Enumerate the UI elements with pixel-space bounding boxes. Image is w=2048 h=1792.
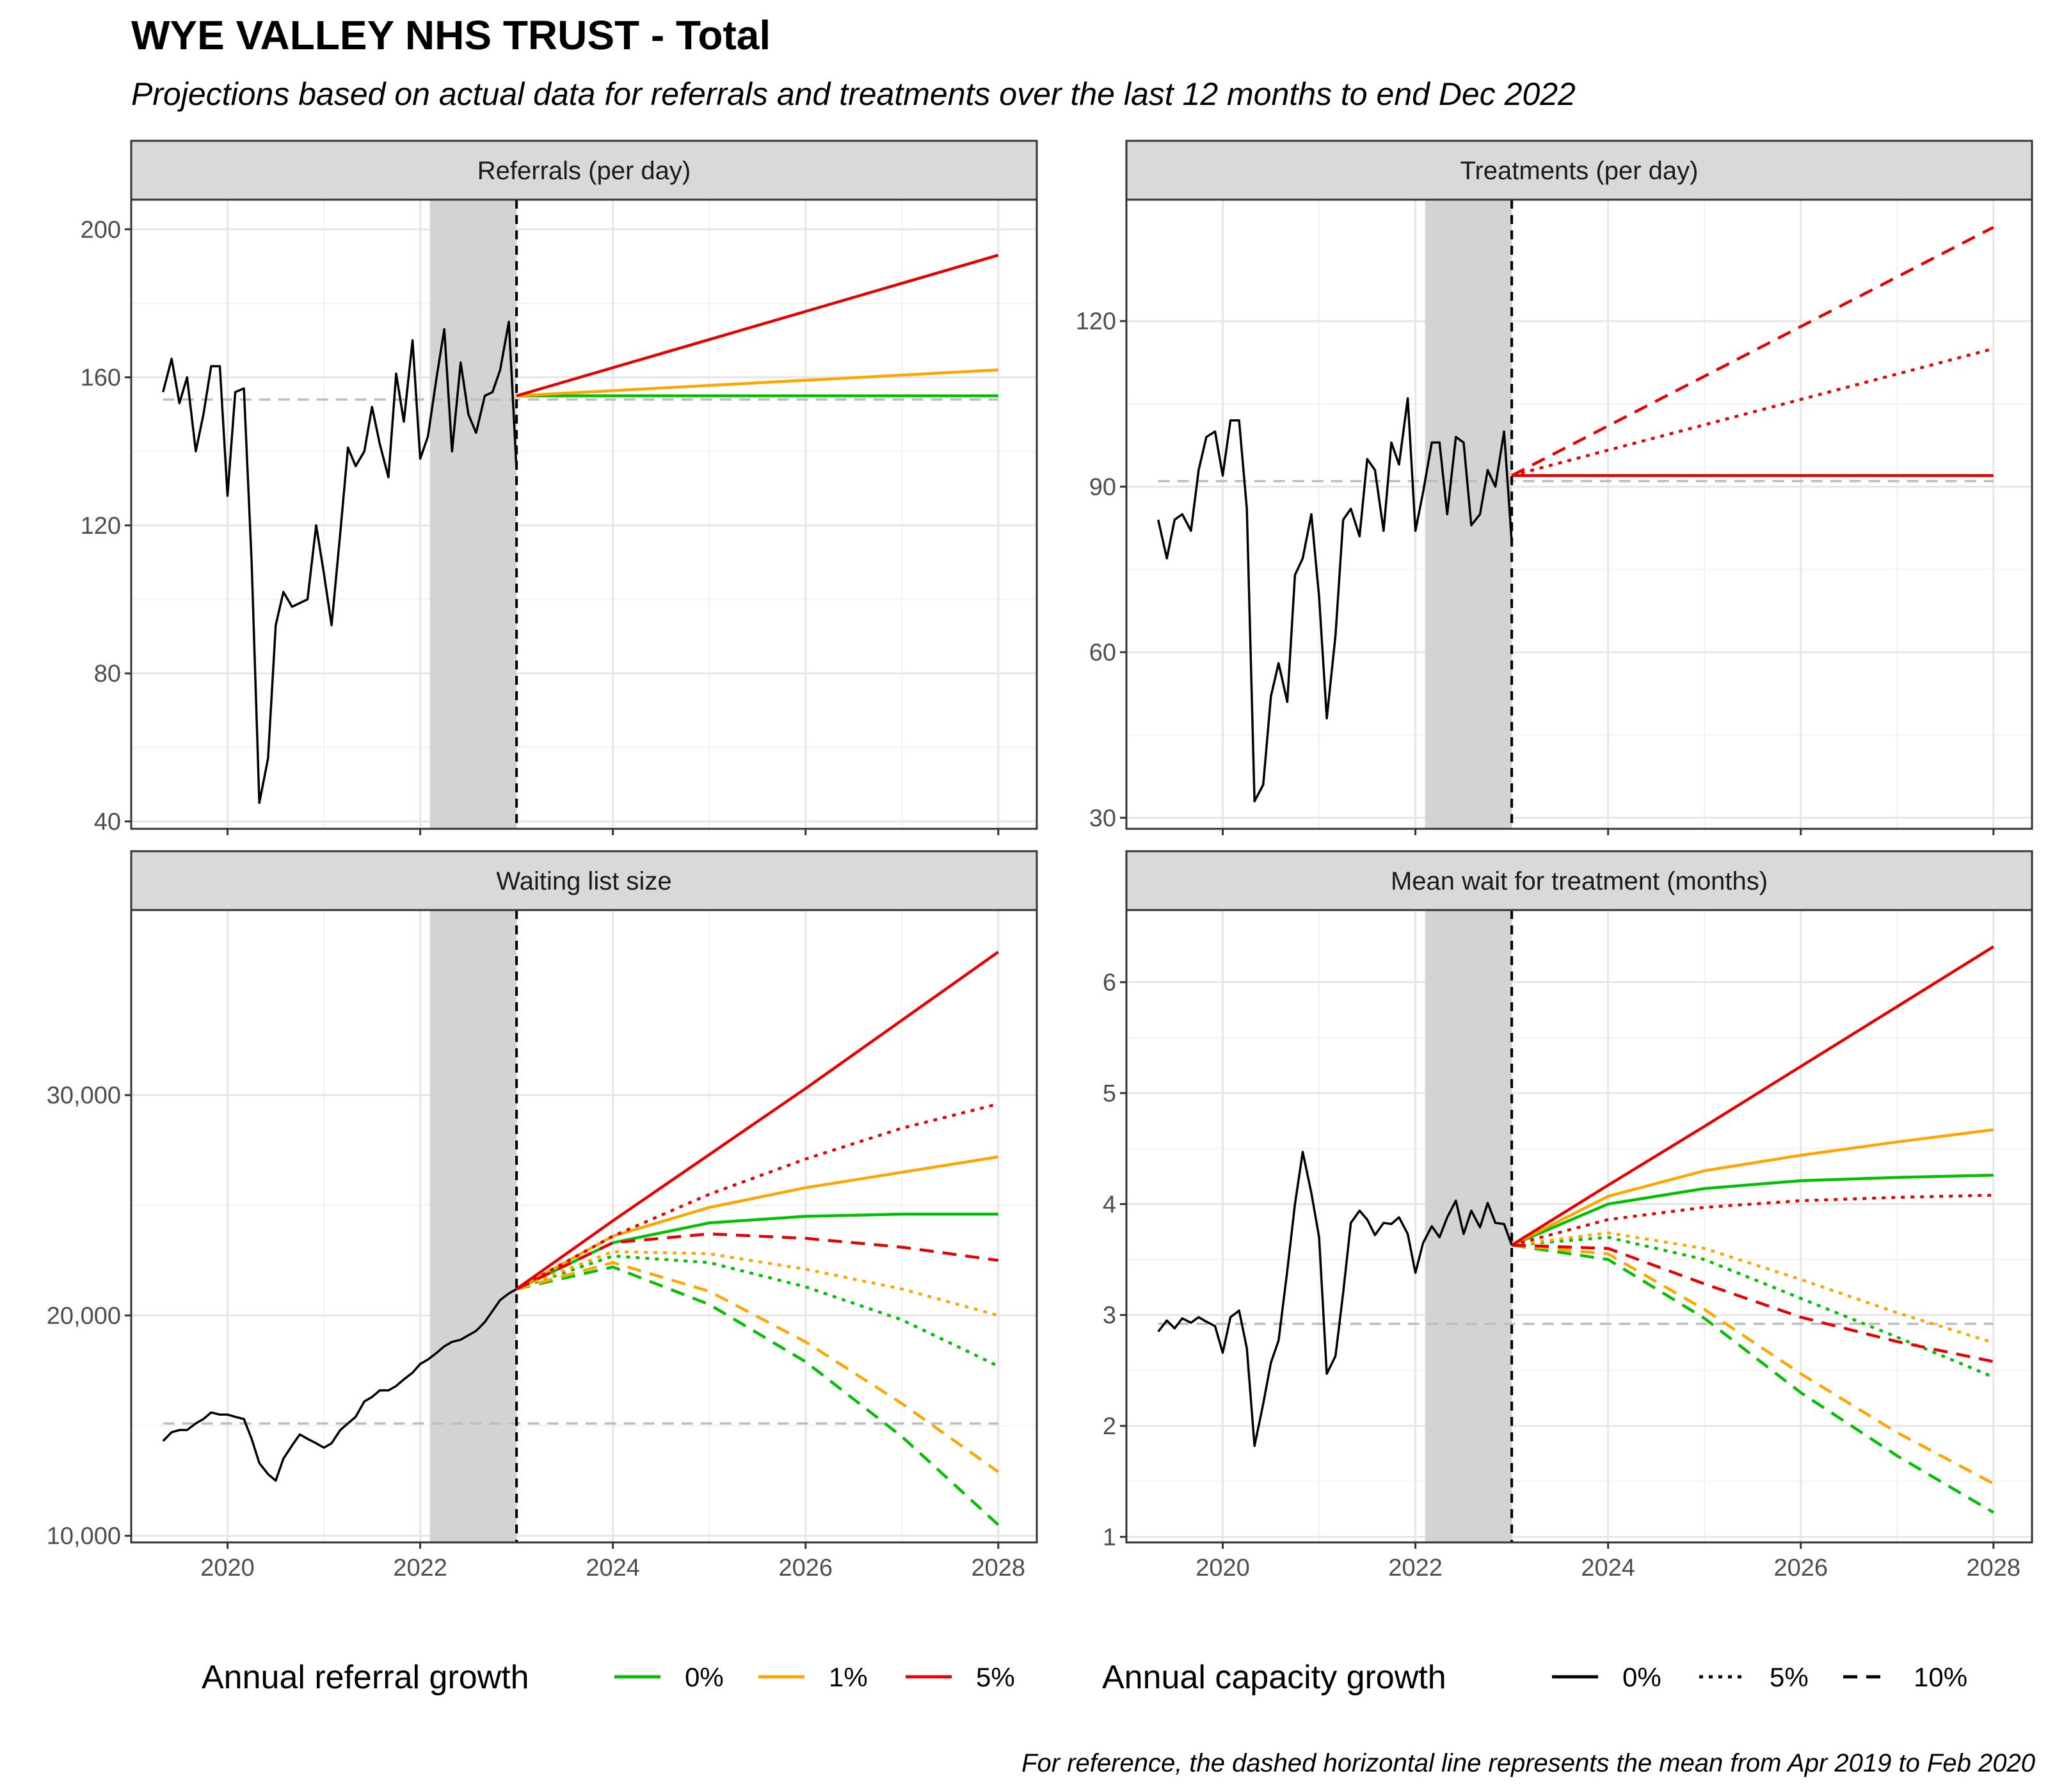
y-tick-label: 90 <box>1089 474 1116 500</box>
chart-panels: Referrals (per day)4080120160200Treatmen… <box>47 140 2033 1581</box>
shaded-period <box>1425 200 1512 829</box>
panel-title: Waiting list size <box>496 867 671 895</box>
y-tick-label: 3 <box>1103 1302 1116 1329</box>
chart-caption: For reference, the dashed horizontal lin… <box>1021 1749 2035 1777</box>
x-tick-label: 2026 <box>778 1555 833 1581</box>
y-tick-label: 10,000 <box>47 1523 121 1550</box>
projection-series-line <box>1511 1231 1994 1345</box>
x-tick-label: 2028 <box>1967 1555 2021 1581</box>
projection-series-line <box>1511 1128 1994 1247</box>
y-tick-label: 60 <box>1089 639 1116 666</box>
projection-series-line <box>1511 1244 1994 1514</box>
history-line <box>1156 397 1513 803</box>
projection-series-line <box>1511 1244 1994 1485</box>
panel-3: Waiting list size 10,000 20,000 30,000 2020 2… <box>47 850 1038 1581</box>
y-tick-label: 120 <box>81 513 121 540</box>
strip-background <box>130 850 1038 911</box>
projection-series-line <box>516 253 999 397</box>
strip-background <box>130 140 1038 201</box>
shaded-period <box>429 910 517 1542</box>
projection-series-line <box>516 1261 1000 1473</box>
y-tick-label: 200 <box>81 216 121 243</box>
projection-series-line <box>515 950 1000 1290</box>
x-tick-label: 2028 <box>972 1555 1026 1581</box>
legend-label: 5% <box>1770 1662 1809 1692</box>
chart-legends: Annual referral growth 0% 1% 5% Annual capac… <box>202 1659 1967 1696</box>
legend-label: 1% <box>829 1662 868 1692</box>
legend-referral-growth: Annual referral growth 0% 1% 5% <box>202 1659 1015 1696</box>
history-line <box>162 1288 517 1482</box>
y-tick-label: 40 <box>94 808 121 835</box>
x-tick-label: 2022 <box>393 1555 447 1581</box>
chart-subtitle: Projections based on actual data for ref… <box>131 76 1576 112</box>
x-tick-label: 2024 <box>1581 1555 1635 1581</box>
y-tick-label: 160 <box>81 365 121 392</box>
plot-background <box>1126 200 2032 829</box>
chart-title: WYE VALLEY NHS TRUST - Total <box>131 12 771 58</box>
projection-series-line <box>516 368 998 397</box>
x-tick-label: 2020 <box>1196 1555 1250 1581</box>
y-tick-label: 5 <box>1103 1080 1116 1107</box>
y-tick-label: 6 <box>1103 970 1116 996</box>
y-tick-label: 80 <box>94 660 121 687</box>
panel-title: Referrals (per day) <box>477 157 691 185</box>
legend-label: 5% <box>976 1662 1015 1692</box>
projection-series-line <box>1511 1174 1994 1247</box>
plot-background <box>131 910 1037 1542</box>
y-tick-label: 4 <box>1103 1191 1116 1218</box>
legend-label: 0% <box>685 1662 724 1692</box>
projection-series-line <box>1512 1244 1994 1363</box>
y-tick-label: 2 <box>1103 1413 1116 1440</box>
strip-background <box>1125 850 2033 911</box>
legend-label: 0% <box>1622 1662 1661 1692</box>
projection-series-line <box>516 1155 999 1291</box>
y-tick-label: 1 <box>1103 1524 1116 1551</box>
panel-1: Referrals (per day) 40 80 120 160 200 <box>81 140 1038 835</box>
y-tick-label: 30 <box>1089 805 1116 832</box>
y-tick-label: 20,000 <box>47 1302 121 1329</box>
panel-2: Treatments (per day) 30 60 90 120 <box>1076 140 2033 835</box>
panel-title: Mean wait for treatment (months) <box>1391 867 1768 895</box>
legend-capacity-title: Annual capacity growth <box>1102 1659 1446 1696</box>
projection-series-line <box>1511 347 1994 477</box>
strip-background <box>1125 140 2033 201</box>
legend-capacity-growth: Annual capacity growth 0% 5% 10% <box>1102 1659 1967 1696</box>
history-line <box>162 321 518 804</box>
y-tick-label: 30,000 <box>47 1082 121 1109</box>
projection-series-line <box>1511 1194 1994 1247</box>
legend-referral-title: Annual referral growth <box>202 1659 529 1696</box>
plot-background <box>131 200 1037 829</box>
projection-series-line <box>1511 1236 1994 1379</box>
shaded-period <box>429 200 517 829</box>
panel-title: Treatments (per day) <box>1460 157 1699 185</box>
x-tick-label: 2026 <box>1773 1555 1828 1581</box>
x-tick-label: 2020 <box>200 1555 255 1581</box>
panel-4: Mean wait for treatment (months) 1 2 3 4 5 6 20… <box>1103 850 2033 1581</box>
legend-label: 10% <box>1914 1662 1967 1692</box>
x-tick-label: 2022 <box>1388 1555 1443 1581</box>
projection-series-line <box>1510 945 1994 1247</box>
y-tick-label: 120 <box>1076 308 1116 335</box>
shaded-period <box>1425 910 1512 1542</box>
history-line <box>1157 1151 1513 1447</box>
projection-series-line <box>516 1212 998 1291</box>
projection-series-line <box>516 1265 1000 1526</box>
projection-series-line <box>1511 226 1994 477</box>
x-tick-label: 2024 <box>586 1555 640 1581</box>
projection-series-line <box>516 1102 999 1291</box>
